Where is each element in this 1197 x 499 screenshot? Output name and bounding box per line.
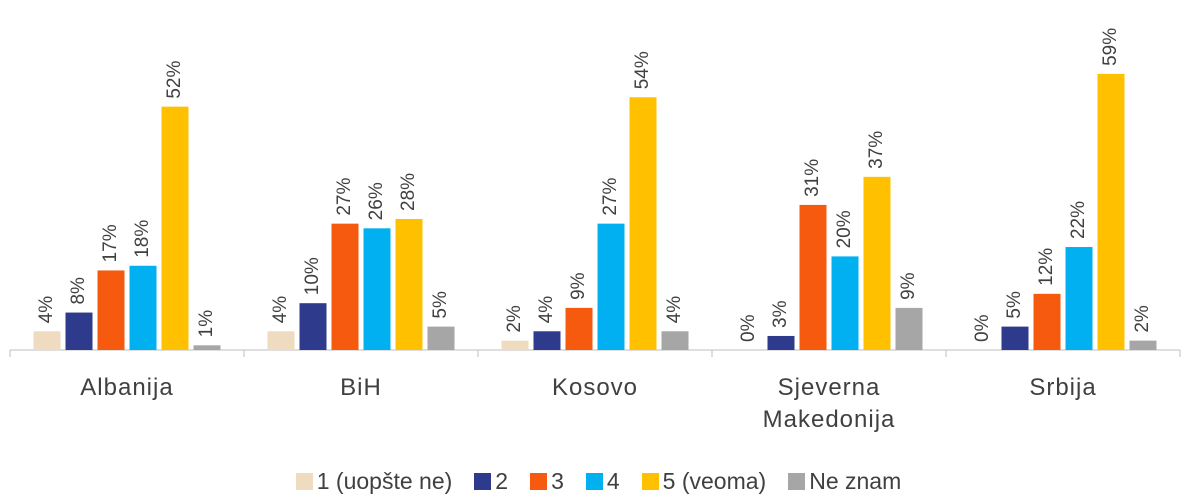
bar [395, 218, 423, 350]
value-label: 4% [664, 296, 685, 324]
value-label: 4% [536, 296, 557, 324]
value-label: 31% [802, 159, 823, 197]
legend-item: 1 (uopšte ne) [295, 468, 453, 495]
bar [1129, 340, 1157, 350]
bar [1001, 326, 1029, 350]
value-label: 27% [600, 178, 621, 216]
legend-swatch [295, 473, 313, 490]
legend-item: 4 [585, 468, 620, 495]
value-label: 27% [334, 178, 355, 216]
value-label: 28% [398, 173, 419, 211]
bar [661, 331, 689, 350]
value-label: 9% [568, 272, 589, 300]
legend-label: 2 [495, 468, 509, 494]
legend-swatch [641, 473, 659, 490]
legend-label: 3 [551, 468, 564, 494]
legend-item: 3 [530, 468, 564, 495]
bar [193, 345, 221, 350]
value-label: 59% [1100, 28, 1121, 66]
legend: 1 (uopšte ne) 2 3 4 5 (veoma) Ne znam [0, 468, 1197, 495]
value-label: 0% [972, 314, 993, 342]
bar [533, 331, 561, 350]
x-tick-label: Albanija [80, 374, 174, 401]
bar [767, 335, 795, 350]
bar [895, 307, 923, 350]
value-label: 10% [302, 257, 323, 295]
value-label: 18% [132, 220, 153, 258]
value-label: 20% [834, 210, 855, 248]
bar [427, 326, 455, 350]
bar [161, 106, 189, 350]
value-label: 2% [504, 305, 525, 333]
value-label: 37% [866, 131, 887, 169]
bar [799, 204, 827, 350]
bar [33, 331, 61, 350]
value-label: 12% [1036, 248, 1057, 286]
bar [831, 256, 859, 350]
value-label: 5% [430, 291, 451, 319]
value-label: 3% [770, 300, 791, 328]
legend-item: Ne znam [788, 468, 901, 495]
x-tick-label: Sjeverna Makedonija [762, 374, 896, 433]
bar [1065, 247, 1093, 350]
chart: 4% 8% 17% 18% 52% 1% 4% 10% 27% 26% 28% 5% 2% 4% 9% 27%… [9, 28, 1181, 357]
legend-label: Ne znam [809, 468, 902, 494]
value-label: 26% [366, 182, 387, 220]
legend-swatch [788, 473, 806, 490]
value-label: 9% [898, 272, 919, 300]
x-tick-label: Srbija [1029, 374, 1097, 401]
bar [1033, 293, 1061, 350]
bar [129, 265, 157, 350]
bar [1097, 73, 1125, 350]
bar [629, 97, 657, 350]
value-label: 5% [1004, 291, 1025, 319]
legend-swatch [474, 473, 492, 490]
value-label: 0% [738, 314, 759, 342]
value-label: 52% [164, 61, 185, 99]
legend-item: 5 (veoma) [641, 468, 767, 495]
bar [597, 223, 625, 350]
bar [65, 312, 93, 350]
bar [863, 176, 891, 350]
legend-swatch [585, 473, 603, 490]
legend-label: 5 (veoma) [662, 468, 767, 494]
value-label: 4% [36, 296, 57, 324]
value-label: 22% [1068, 201, 1089, 239]
bar [565, 307, 593, 350]
x-tick-label: Kosovo [551, 374, 639, 401]
value-label: 8% [68, 277, 89, 305]
value-label: 2% [1132, 305, 1153, 333]
legend-label: 4 [606, 468, 620, 494]
bar [331, 223, 359, 350]
legend-item: 2 [474, 468, 508, 495]
value-label: 1% [196, 310, 217, 338]
legend-label: 1 (uopšte ne) [316, 468, 453, 494]
bar [97, 270, 125, 350]
bar [267, 331, 295, 350]
bar [501, 340, 529, 350]
value-label: 17% [100, 224, 121, 262]
bar [299, 303, 327, 350]
value-label: 54% [632, 51, 653, 89]
bar [363, 228, 391, 350]
value-label: 4% [270, 296, 291, 324]
x-tick-label: BiH [340, 374, 382, 401]
legend-swatch [530, 473, 548, 490]
